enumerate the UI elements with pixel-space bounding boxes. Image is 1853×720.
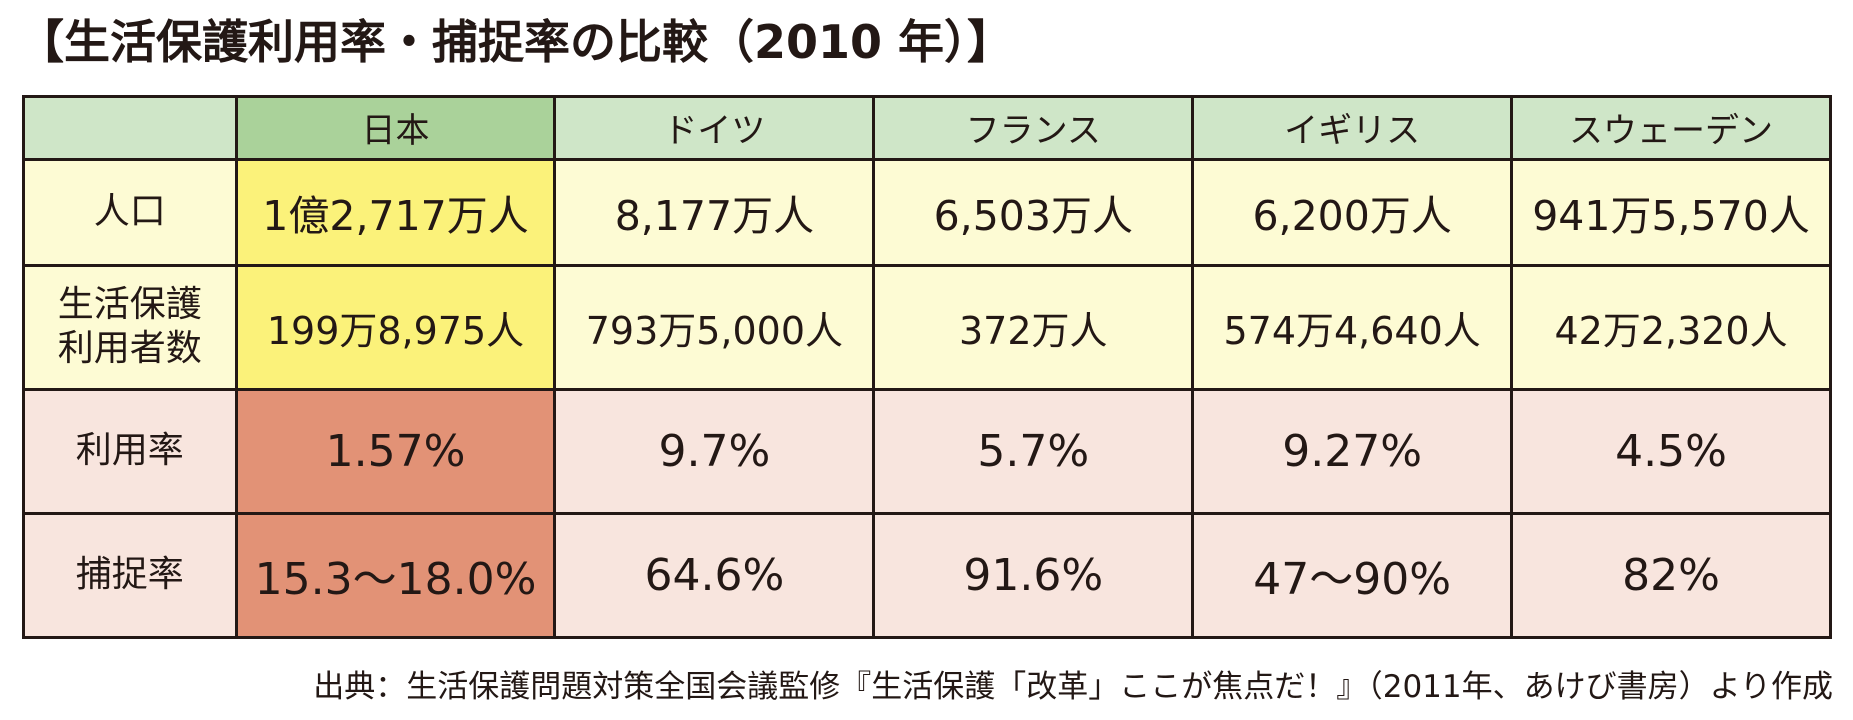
cell-usage-rate-germany: 9.7% [553,387,876,515]
cell-capture-rate-japan: 15.3～18.0% [234,511,557,640]
cell-capture-rate-germany: 64.6% [553,511,876,640]
table-row-population: 人口 1億2,717万人 8,177万人 6,503万人 6,200万人 941… [22,157,1832,267]
row-label-recipients-line1: 生活保護 [57,284,202,326]
cell-population-sweden: 941万5,570人 [1510,157,1832,267]
cell-usage-rate-uk: 9.27% [1191,387,1514,515]
header-japan: 日本 [234,95,557,161]
comparison-table: 日本 ドイツ フランス イギリス スウェーデン 人口 1億2,717万人 8,1… [22,95,1832,640]
header-france: フランス [872,95,1195,161]
source-citation: 出典：生活保護問題対策全国会議監修『生活保護「改革」ここが焦点だ！』（2011年… [313,669,1833,705]
header-uk: イギリス [1191,95,1514,161]
cell-recipients-france: 372万人 [872,263,1195,391]
table-row-usage-rate: 利用率 1.57% 9.7% 5.7% 9.27% 4.5% [22,387,1832,515]
table-row-recipients: 生活保護 利用者数 199万8,975人 793万5,000人 372万人 57… [22,263,1832,391]
cell-capture-rate-sweden: 82% [1510,511,1832,640]
row-label-capture-rate: 捕捉率 [22,511,238,640]
header-germany: ドイツ [553,95,876,161]
cell-usage-rate-sweden: 4.5% [1510,387,1832,515]
cell-recipients-sweden: 42万2,320人 [1510,263,1832,391]
header-sweden: スウェーデン [1510,95,1832,161]
table-header-row: 日本 ドイツ フランス イギリス スウェーデン [22,95,1832,161]
cell-population-uk: 6,200万人 [1191,157,1514,267]
row-label-usage-rate: 利用率 [22,387,238,515]
page-title: 【生活保護利用率・捕捉率の比較（2010 年）】 [18,15,1014,69]
header-corner-cell [22,95,238,161]
cell-recipients-uk: 574万4,640人 [1191,263,1514,391]
cell-population-france: 6,503万人 [872,157,1195,267]
cell-population-japan: 1億2,717万人 [234,157,557,267]
cell-usage-rate-france: 5.7% [872,387,1195,515]
row-label-recipients: 生活保護 利用者数 [22,263,238,391]
cell-population-germany: 8,177万人 [553,157,876,267]
cell-recipients-germany: 793万5,000人 [553,263,876,391]
row-label-population: 人口 [22,157,238,267]
cell-capture-rate-france: 91.6% [872,511,1195,640]
cell-usage-rate-japan: 1.57% [234,387,557,515]
cell-capture-rate-uk: 47～90% [1191,511,1514,640]
table-row-capture-rate: 捕捉率 15.3～18.0% 64.6% 91.6% 47～90% 82% [22,511,1832,640]
cell-recipients-japan: 199万8,975人 [234,263,557,391]
row-label-recipients-line2: 利用者数 [57,328,202,370]
